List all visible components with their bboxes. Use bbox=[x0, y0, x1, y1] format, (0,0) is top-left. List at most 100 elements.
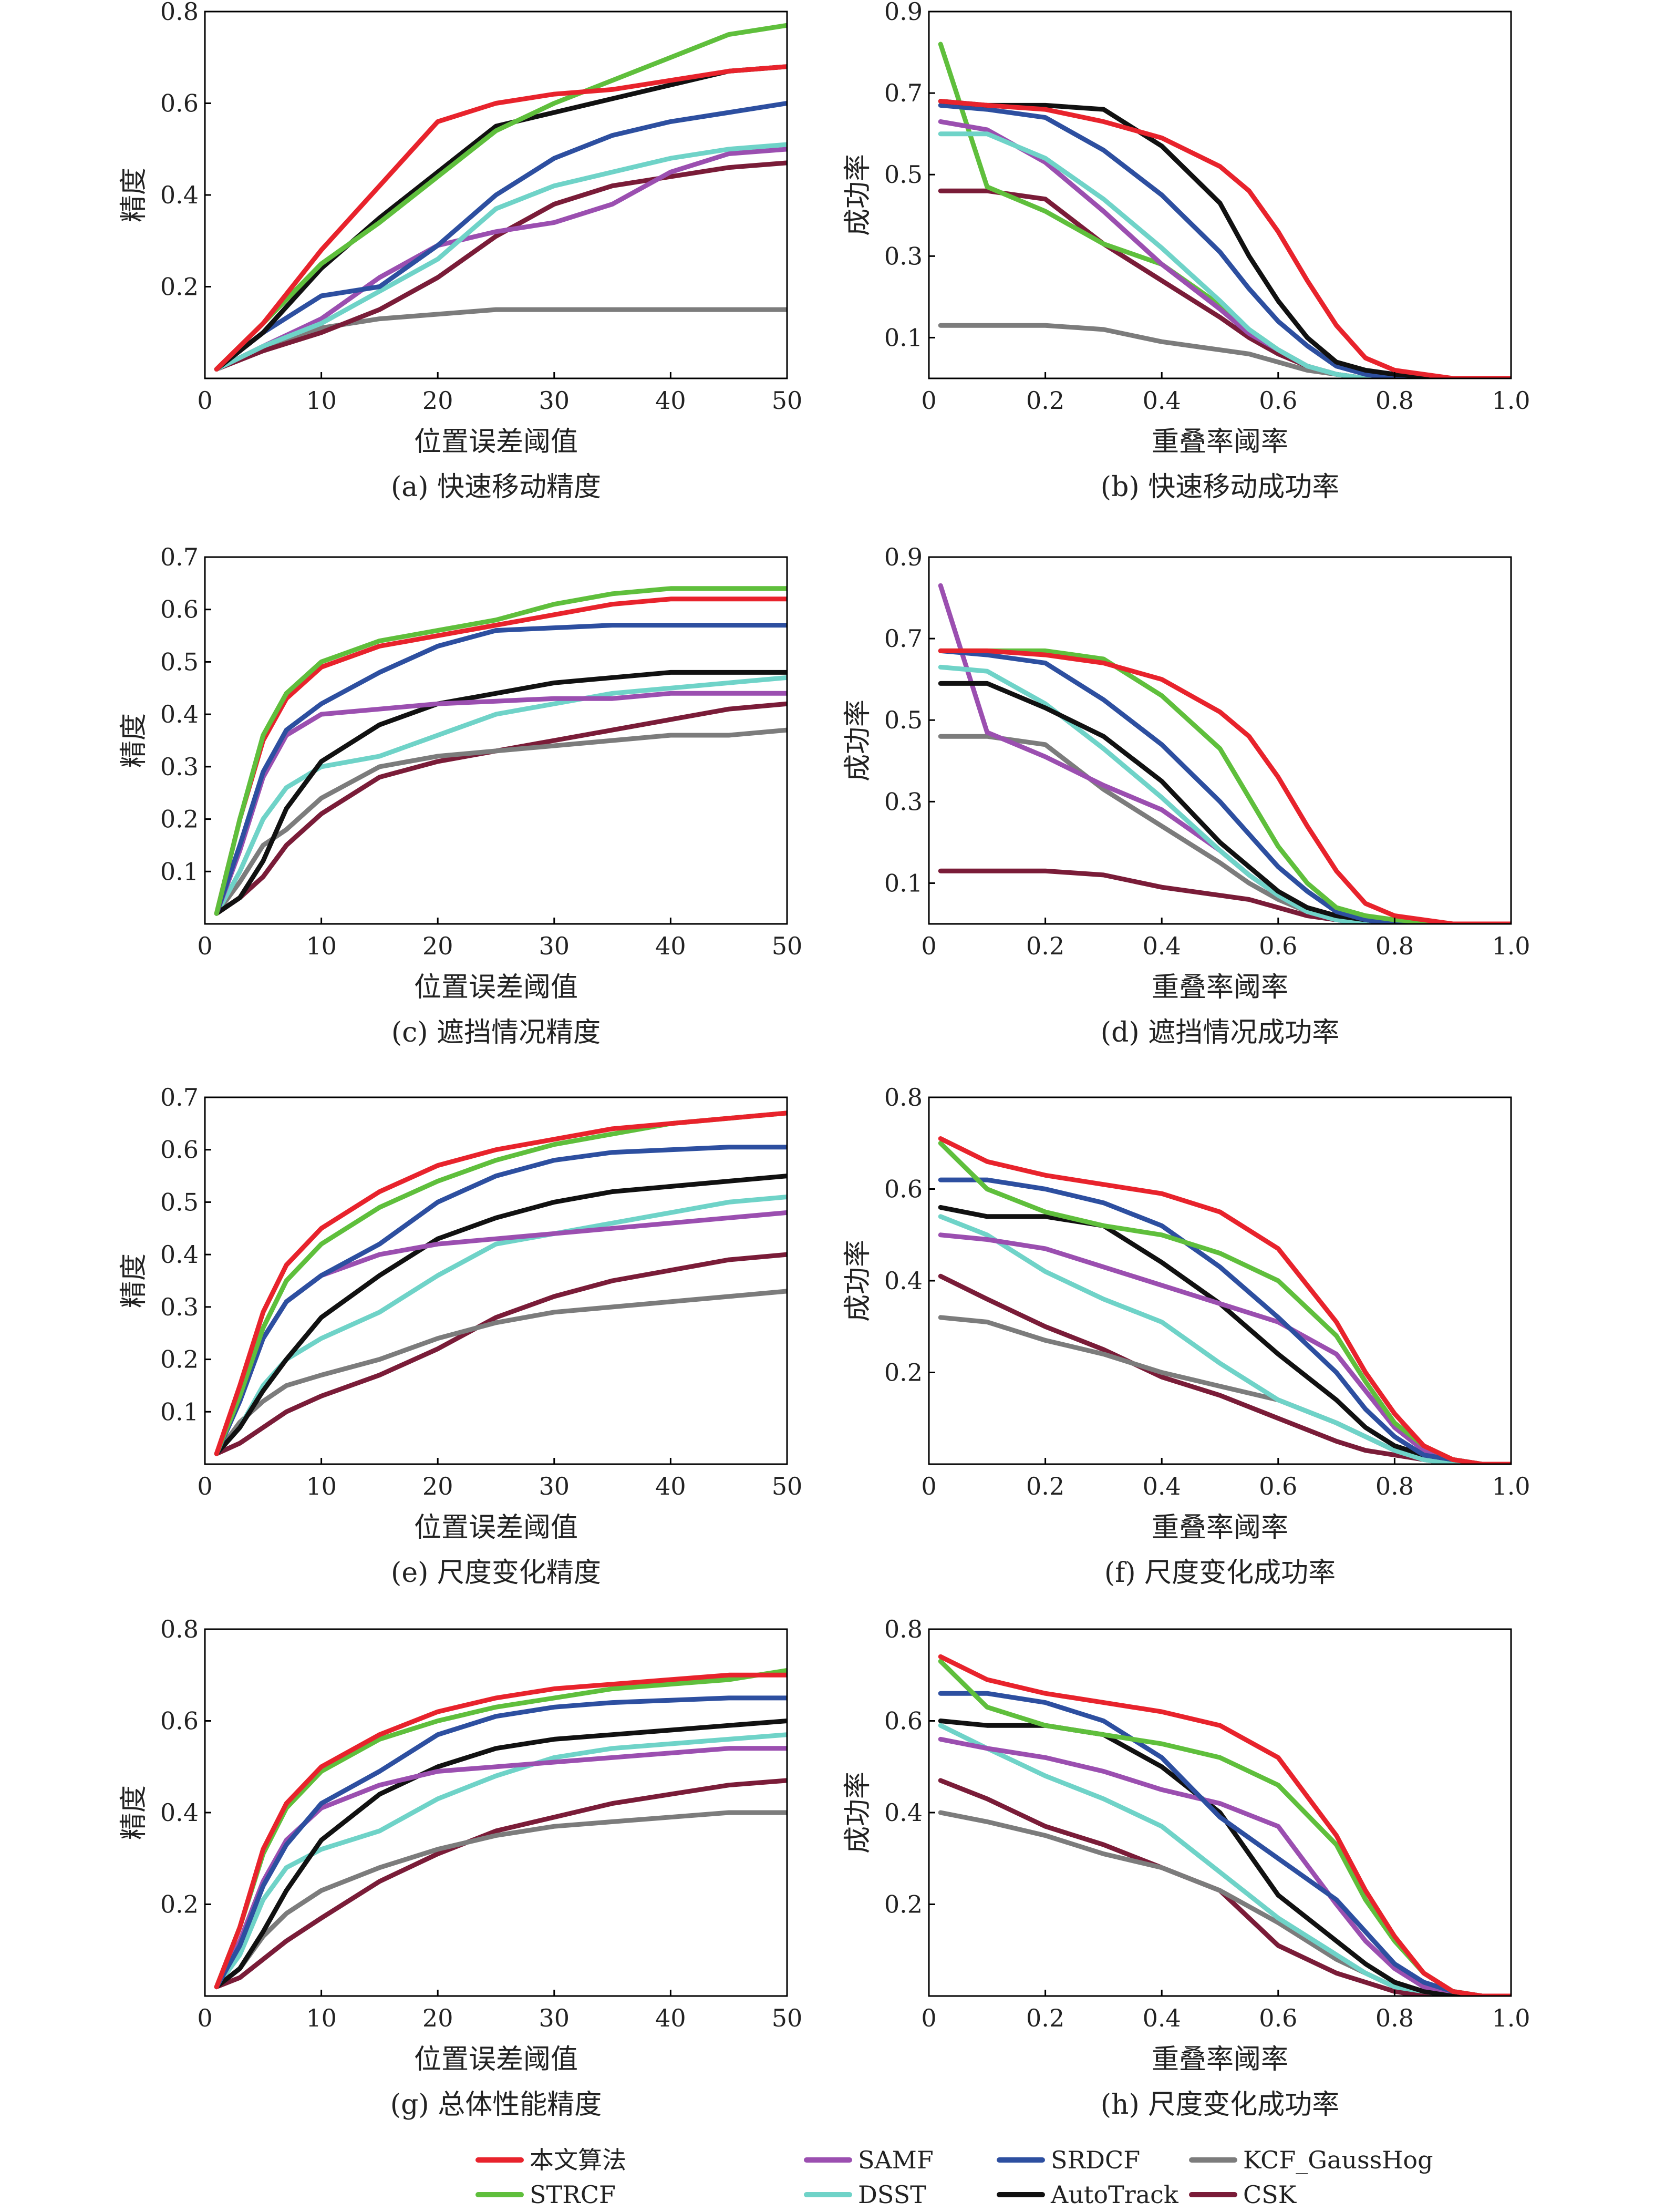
y-tick-label: 0.6 bbox=[160, 595, 199, 624]
series-line-SRDCF bbox=[214, 1695, 787, 1990]
y-tick-label: 0.2 bbox=[160, 805, 199, 834]
y-tick-label: 0.7 bbox=[160, 1083, 199, 1112]
x-tick-label: 0 bbox=[921, 386, 936, 415]
x-tick-label: 0.4 bbox=[1143, 386, 1181, 415]
panel-caption: (e) 尺度变化精度 bbox=[391, 1557, 601, 1589]
x-axis-label: 位置误差阈值 bbox=[414, 426, 578, 458]
chart-panel-h: 0 0.2 0.4 0.6 0.8 1.0 0.2 0.4 0.6 0.8 重叠率阈率 成功率 (h) … bbox=[842, 1615, 1530, 2121]
series-line-本文算法 bbox=[938, 1654, 1511, 1996]
x-axis-label: 重叠率阈率 bbox=[1152, 2044, 1288, 2075]
x-tick-label: 20 bbox=[422, 932, 453, 960]
y-tick-label: 0.8 bbox=[160, 0, 199, 26]
x-tick-label: 0.4 bbox=[1143, 1472, 1181, 1500]
series-group bbox=[938, 42, 1511, 378]
x-tick-label: 30 bbox=[539, 2004, 570, 2032]
legend-label: CSK bbox=[1243, 2180, 1297, 2209]
y-tick-label: 0.5 bbox=[160, 1188, 199, 1216]
y-tick-label: 0.2 bbox=[884, 1890, 923, 1919]
x-tick-label: 0.4 bbox=[1143, 932, 1181, 960]
series-line-SRDCF bbox=[214, 623, 787, 916]
legend-label: KCF_GaussHog bbox=[1243, 2146, 1433, 2174]
x-axis-label: 位置误差阈值 bbox=[414, 1512, 578, 1544]
series-line-SAMF bbox=[938, 119, 1511, 378]
series-line-AutoTrack bbox=[214, 1174, 787, 1456]
x-axis-label: 重叠率阈率 bbox=[1152, 426, 1288, 458]
series-line-CSK bbox=[214, 1252, 787, 1456]
y-tick-label: 0.6 bbox=[160, 1136, 199, 1164]
x-tick-label: 1.0 bbox=[1492, 932, 1530, 960]
x-tick-label: 0.8 bbox=[1375, 2004, 1414, 2032]
y-tick-label: 0.6 bbox=[160, 89, 199, 118]
x-axis-label: 位置误差阈值 bbox=[414, 972, 578, 1003]
series-group bbox=[938, 583, 1511, 924]
x-tick-label: 0 bbox=[197, 932, 212, 960]
series-line-KCF_GaussHog bbox=[214, 307, 787, 372]
y-tick-label: 0.4 bbox=[160, 1240, 199, 1269]
series-line-SAMF bbox=[214, 147, 787, 372]
series-line-AutoTrack bbox=[214, 1719, 787, 1990]
y-axis-label: 成功率 bbox=[842, 1772, 874, 1854]
series-line-本文算法 bbox=[938, 1136, 1511, 1464]
series-line-CSK bbox=[214, 701, 787, 916]
chart-panel-c: 0 10 20 30 40 50 0.1 0.2 0.3 0.4 0.5 0.6 0.7 位置误差阈值 精度… bbox=[118, 543, 802, 1048]
legend-label: STRCF bbox=[530, 2180, 616, 2209]
x-axis-label: 重叠率阈率 bbox=[1152, 1512, 1288, 1544]
legend-item-SRDCF: SRDCF bbox=[997, 2146, 1140, 2174]
x-tick-label: 1.0 bbox=[1492, 2004, 1530, 2032]
series-line-KCF_GaussHog bbox=[214, 727, 787, 916]
series-line-KCF_GaussHog bbox=[938, 323, 1511, 378]
legend-item-本文算法: 本文算法 bbox=[475, 2146, 626, 2174]
panel-caption: (c) 遮挡情况精度 bbox=[391, 1017, 601, 1048]
series-line-DSST bbox=[938, 131, 1511, 378]
series-line-SRDCF bbox=[938, 102, 1511, 378]
y-tick-label: 0.8 bbox=[884, 1083, 923, 1112]
legend-label: SRDCF bbox=[1051, 2146, 1140, 2174]
y-tick-label: 0.8 bbox=[160, 1615, 199, 1643]
series-group bbox=[938, 1136, 1511, 1464]
plot-frame bbox=[928, 556, 1512, 925]
series-line-DSST bbox=[938, 664, 1511, 924]
panel-caption: (b) 快速移动成功率 bbox=[1101, 471, 1339, 503]
series-line-CSK bbox=[938, 1778, 1511, 1996]
panel-caption: (a) 快速移动精度 bbox=[391, 471, 601, 503]
y-tick-label: 0.8 bbox=[884, 1615, 923, 1643]
x-tick-label: 20 bbox=[422, 2004, 453, 2032]
x-tick-label: 1.0 bbox=[1492, 386, 1530, 415]
plot-frame bbox=[204, 1096, 788, 1465]
y-axis-label: 精度 bbox=[118, 1785, 150, 1840]
series-line-KCF_GaussHog bbox=[938, 734, 1511, 924]
chart-panel-a: 0 10 20 30 40 50 0.2 0.4 0.6 0.8 位置误差阈值 精度 (a) 快速移动精… bbox=[118, 0, 802, 503]
chart-panel-b: 0 0.2 0.4 0.6 0.8 1.0 0.1 0.3 0.5 0.7 0.9 重叠率阈率 成功率 (… bbox=[842, 0, 1530, 503]
panel-caption: (g) 总体性能精度 bbox=[390, 2089, 602, 2121]
y-tick-label: 0.5 bbox=[160, 647, 199, 676]
series-line-STRCF bbox=[214, 23, 787, 372]
x-tick-label: 0 bbox=[197, 2004, 212, 2032]
y-tick-label: 0.7 bbox=[884, 624, 923, 653]
x-tick-label: 0 bbox=[921, 1472, 936, 1500]
x-axis-label: 重叠率阈率 bbox=[1152, 972, 1288, 1003]
x-tick-label: 10 bbox=[306, 386, 337, 415]
x-tick-label: 0 bbox=[921, 932, 936, 960]
x-tick-label: 0.8 bbox=[1375, 932, 1414, 960]
series-line-DSST bbox=[214, 1732, 787, 1990]
y-tick-label: 0.3 bbox=[884, 787, 923, 816]
series-line-本文算法 bbox=[938, 648, 1511, 924]
legend-item-CSK: CSK bbox=[1189, 2180, 1297, 2209]
series-line-本文算法 bbox=[214, 1110, 787, 1456]
y-axis-label: 精度 bbox=[118, 168, 150, 222]
x-tick-label: 20 bbox=[422, 386, 453, 415]
x-tick-label: 0.6 bbox=[1259, 932, 1297, 960]
x-tick-label: 40 bbox=[655, 932, 686, 960]
series-line-DSST bbox=[938, 1723, 1511, 1996]
x-tick-label: 10 bbox=[306, 2004, 337, 2032]
y-tick-label: 0.1 bbox=[884, 323, 923, 352]
chart-panel-g: 0 10 20 30 40 50 0.2 0.4 0.6 0.8 位置误差阈值 精度 (g) 总体性能精… bbox=[118, 1615, 802, 2121]
legend-item-KCF_GaussHog: KCF_GaussHog bbox=[1189, 2146, 1433, 2174]
y-tick-label: 0.4 bbox=[884, 1267, 923, 1295]
series-group bbox=[214, 23, 787, 372]
series-line-SAMF bbox=[214, 691, 787, 916]
series-line-SAMF bbox=[938, 1736, 1511, 1996]
chart-panel-f: 0 0.2 0.4 0.6 0.8 1.0 0.2 0.4 0.6 0.8 重叠率阈率 成功率 (f) … bbox=[842, 1083, 1530, 1589]
x-tick-label: 40 bbox=[655, 2004, 686, 2032]
x-tick-label: 1.0 bbox=[1492, 1472, 1530, 1500]
